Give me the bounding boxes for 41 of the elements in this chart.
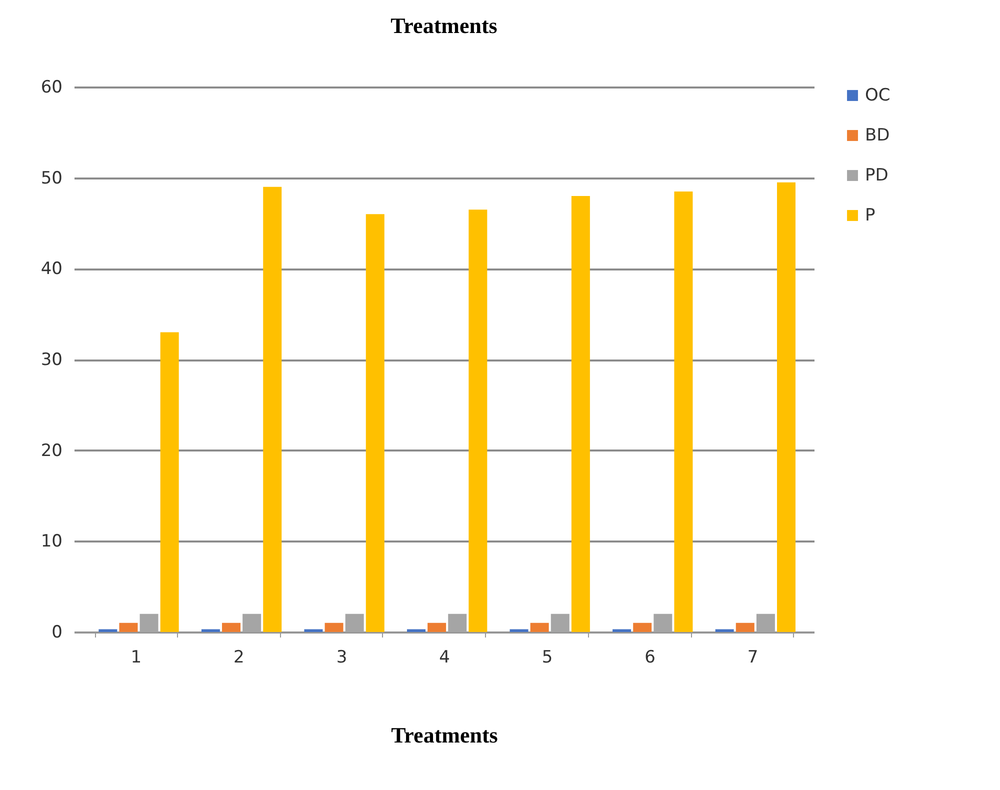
bar: [119, 622, 138, 632]
bar: [304, 629, 323, 632]
bar: [263, 186, 282, 632]
x-tick-label: 6: [644, 648, 656, 668]
x-axis-title: Treatments: [391, 722, 498, 748]
chart-title: Treatments: [390, 13, 498, 38]
bar: [736, 622, 754, 632]
bar: [674, 191, 693, 632]
bar: [160, 332, 179, 632]
legend-label: BD: [865, 126, 890, 146]
bar: [201, 629, 220, 632]
bar: [510, 629, 528, 632]
x-tick-label: 2: [234, 648, 244, 668]
y-tick-label: 60: [40, 78, 62, 98]
x-tick-label: 7: [747, 648, 758, 668]
bar: [98, 629, 118, 632]
y-tick-label: 50: [40, 168, 62, 188]
bar: [715, 629, 734, 632]
bar: [366, 214, 384, 632]
bar: [222, 622, 240, 632]
y-tick-label: 20: [40, 440, 62, 461]
bar: [612, 629, 632, 632]
y-tick-label: 30: [40, 350, 62, 370]
bar: [777, 182, 796, 632]
bar: [324, 622, 344, 632]
y-tick-label: 10: [40, 532, 62, 552]
x-tick-label: 5: [542, 648, 553, 668]
bar: [468, 210, 488, 632]
bar: [407, 629, 426, 632]
bar: [633, 622, 652, 632]
bar: [530, 622, 549, 632]
legend-label: OC: [865, 86, 890, 106]
bar: [571, 196, 590, 632]
legend-label: P: [865, 206, 876, 226]
y-tick-label: 40: [40, 259, 62, 280]
x-tick-label: 1: [130, 648, 142, 668]
legend-label: PD: [865, 166, 888, 186]
x-tick-label: 3: [336, 648, 348, 668]
x-tick-label: 4: [439, 648, 450, 668]
bar: [428, 622, 446, 632]
y-tick-label: 0: [52, 622, 62, 642]
